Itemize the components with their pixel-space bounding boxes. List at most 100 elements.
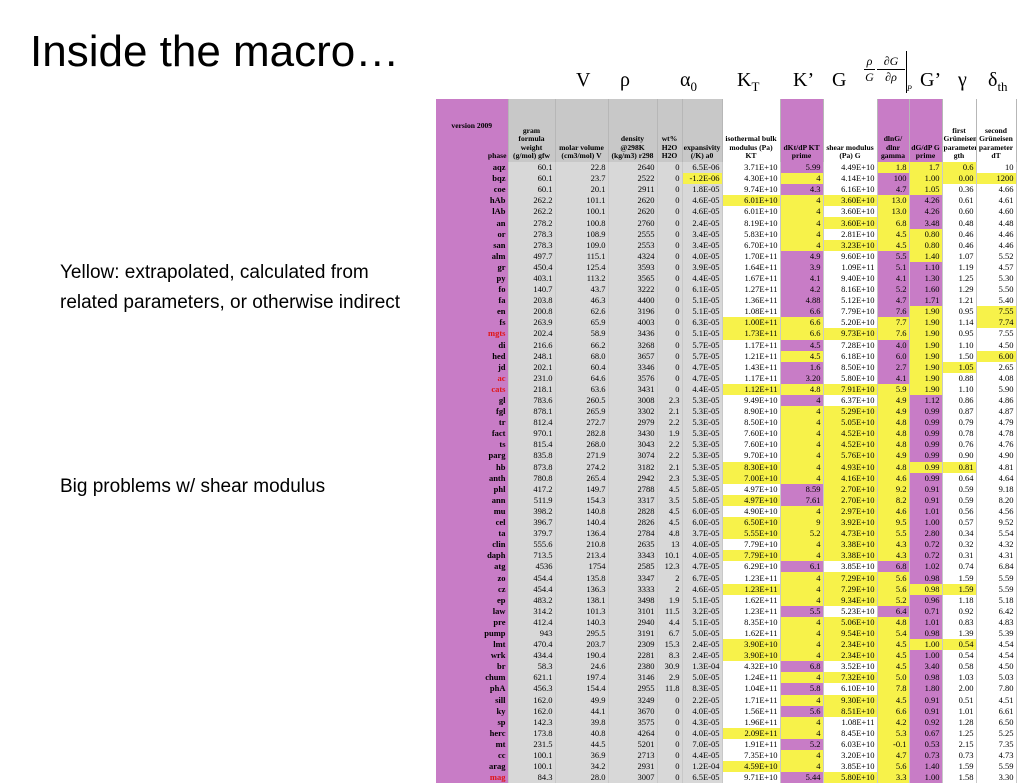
gfw-cell: 454.4 [508,572,556,584]
phase-cell: cats [436,383,509,395]
gfw-cell: 58.3 [508,661,556,673]
second-gruneisen-cell: 5.54 [976,528,1017,540]
water-cell: 2.2 [657,439,683,451]
density-cell: 2553 [608,239,658,251]
density-cell: 2620 [608,206,658,218]
kt-prime-cell: 4.88 [780,295,824,307]
water-cell: 0 [657,705,683,717]
kt-prime-cell: 4 [780,461,824,473]
density-cell: 3436 [608,328,658,340]
gamma-cell: 5.1 [877,261,910,273]
gamma-cell: 4.1 [877,272,910,285]
kt-prime-cell: 4 [780,550,824,562]
second-gruneisen-cell: 6.50 [976,716,1017,728]
g-prime-cell: 1.00 [909,517,943,529]
water-cell: 0 [657,749,683,762]
shear-modulus-cell: 7.29E+10 [823,572,878,584]
gamma-cell: 13.0 [877,195,910,207]
gfw-cell: 434.4 [508,650,556,662]
version-phase-header: version 2009 phase [436,99,509,162]
phase-cell: ann [436,494,509,506]
expansivity-cell: 6.1E-05 [682,284,723,296]
gamma-cell: 2.7 [877,361,910,373]
shear-modulus-problem-note: Big problems w/ shear modulus [60,476,326,497]
water-cell: 12.3 [657,561,683,573]
phase-cell: atg [436,561,509,573]
gamma-cell: 4.6 [877,505,910,517]
gamma-cell: 5.2 [877,594,910,606]
bulk-modulus-cell: 1.23E+11 [722,605,781,617]
bulk-modulus-cell: 1.17E+11 [722,372,781,384]
density-cell: 4003 [608,317,658,329]
g-prime-cell: 1.10 [909,261,943,273]
water-cell: 2.1 [657,461,683,473]
g-prime-cell: 0.96 [909,594,943,606]
gamma-cell: 5.9 [877,383,910,395]
molar-volume-cell: 265.4 [555,472,609,484]
bulk-modulus-cell: 9.49E+10 [722,394,781,407]
bulk-modulus-cell: 7.60E+10 [722,428,781,440]
first-gruneisen-cell: 1.28 [942,716,977,728]
molar-volume-cell: 271.9 [555,450,609,462]
yellow-legend-note: Yellow: extrapolated, calculated from re… [60,262,401,313]
gamma-cell: 1.8 [877,162,910,174]
molar-volume-cell: 149.7 [555,483,609,495]
bulk-modulus-cell: 6.01E+10 [722,206,781,218]
phase-cell: bqz [436,173,509,185]
table-row: phA 456.3 154.4 2955 11.8 8.3E-05 1.04E+11 5.8 6… [436,683,1017,695]
g-prime-cell: 1.30 [909,272,943,285]
kt-prime-cell: 4 [780,394,824,407]
molar-volume-cell: 100.8 [555,217,609,229]
molar-volume-cell: 1754 [555,561,609,573]
header-expansivity: expansivity (/K) a0 [682,99,723,162]
gfw-cell: 417.2 [508,483,556,495]
water-cell: 11.5 [657,605,683,617]
phase-cell: zo [436,572,509,584]
density-cell: 2788 [608,483,658,495]
gfw-cell: 713.5 [508,550,556,562]
symbol-sub: T [751,79,760,94]
first-gruneisen-cell: 0.90 [942,450,977,462]
table-row: ts 815.4 268.0 3043 2.2 5.3E-05 7.60E+10 4 4.52E… [436,439,1017,451]
kt-prime-cell: 4 [780,228,824,240]
expansivity-cell: 5.3E-05 [682,394,723,407]
gamma-cell: 4.5 [877,661,910,673]
shear-modulus-cell: 8.50E+10 [823,361,878,373]
water-cell: 2.3 [657,394,683,407]
kt-prime-cell: 7.61 [780,494,824,506]
kt-prime-cell: 4 [780,672,824,684]
gamma-cell: 7.8 [877,683,910,695]
bulk-modulus-cell: 9.70E+10 [722,450,781,462]
table-row: an 278.2 100.8 2760 0 2.4E-05 8.19E+10 4 3.60E+1… [436,217,1017,229]
g-prime-cell: 3.40 [909,661,943,673]
bulk-modulus-cell: 1.67E+11 [722,272,781,285]
table-row: clin 555.6 210.8 2635 13 4.0E-05 7.79E+10 4 3.38… [436,539,1017,551]
table-row: herc 173.8 40.8 4264 0 4.0E-05 2.09E+11 4 8.45E+… [436,727,1017,739]
g-prime-cell: 1.12 [909,394,943,407]
kt-prime-cell: 4 [780,450,824,462]
table-row: pre 412.4 140.3 2940 4.4 5.1E-05 8.35E+10 4 5.06… [436,616,1017,628]
density-cell: 2979 [608,417,658,429]
gfw-cell: 278.2 [508,217,556,229]
water-cell: 0 [657,383,683,395]
g-prime-cell: 0.99 [909,472,943,484]
table-row: en 200.8 62.6 3196 0 5.1E-05 1.08E+11 6.6 7.79E+… [436,306,1017,318]
density-cell: 4400 [608,295,658,307]
first-gruneisen-cell: 1.10 [942,383,977,395]
g-prime-cell: 0.91 [909,705,943,717]
water-cell: 4.5 [657,483,683,495]
kt-prime-cell: 4 [780,694,824,706]
density-cell: 3222 [608,284,658,296]
expansivity-cell: 4.7E-05 [682,561,723,573]
bulk-modulus-cell: 4.90E+10 [722,505,781,517]
gfw-cell: 403.1 [508,272,556,285]
phase-cell: ts [436,439,509,451]
kt-prime-cell: 3.9 [780,261,824,273]
phase-label: phase [487,151,507,161]
molar-volume-cell: 265.9 [555,406,609,418]
bulk-modulus-cell: 1.36E+11 [722,295,781,307]
water-cell: 13 [657,539,683,551]
shear-modulus-cell: 9.73E+10 [823,328,878,340]
first-gruneisen-cell: 0.86 [942,394,977,407]
expansivity-cell: 4.0E-05 [682,539,723,551]
